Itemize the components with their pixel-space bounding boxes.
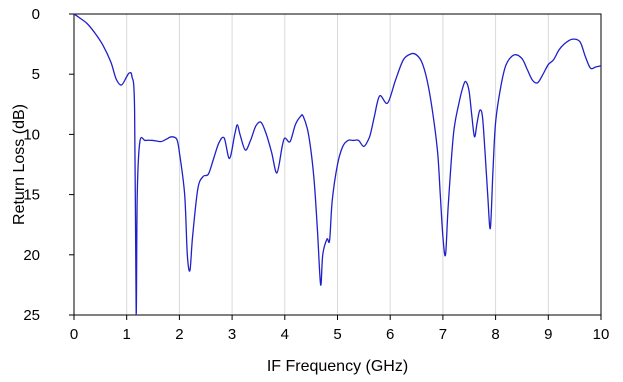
axis-ticks <box>69 13 602 320</box>
y-tick-label: 20 <box>23 247 40 264</box>
x-tick-label: 2 <box>175 326 183 343</box>
x-tick-label: 1 <box>123 326 131 343</box>
y-tick-label: 10 <box>23 126 40 143</box>
x-tick-label: 9 <box>544 326 552 343</box>
return-loss-series-line <box>73 13 602 316</box>
x-tick-label: 4 <box>281 326 289 343</box>
x-tick-label: 10 <box>593 326 610 343</box>
x-tick-label: 8 <box>491 326 499 343</box>
y-axis-title: Return Loss (dB) <box>11 104 28 225</box>
x-tick-label: 5 <box>333 326 341 343</box>
y-tick-label: 0 <box>32 6 40 23</box>
y-tick-label: 15 <box>23 187 40 204</box>
x-tick-labels: 0 1 2 3 4 5 6 7 8 9 10 <box>70 326 610 343</box>
x-tick-label: 0 <box>70 326 78 343</box>
x-tick-label: 3 <box>228 326 236 343</box>
x-axis-title: IF Frequency (GHz) <box>267 358 408 375</box>
x-tick-label: 6 <box>386 326 394 343</box>
x-tick-label: 7 <box>439 326 447 343</box>
y-tick-labels: 0 5 10 15 20 25 <box>23 6 40 324</box>
y-tick-label: 25 <box>23 307 40 324</box>
y-tick-label: 5 <box>32 66 40 83</box>
